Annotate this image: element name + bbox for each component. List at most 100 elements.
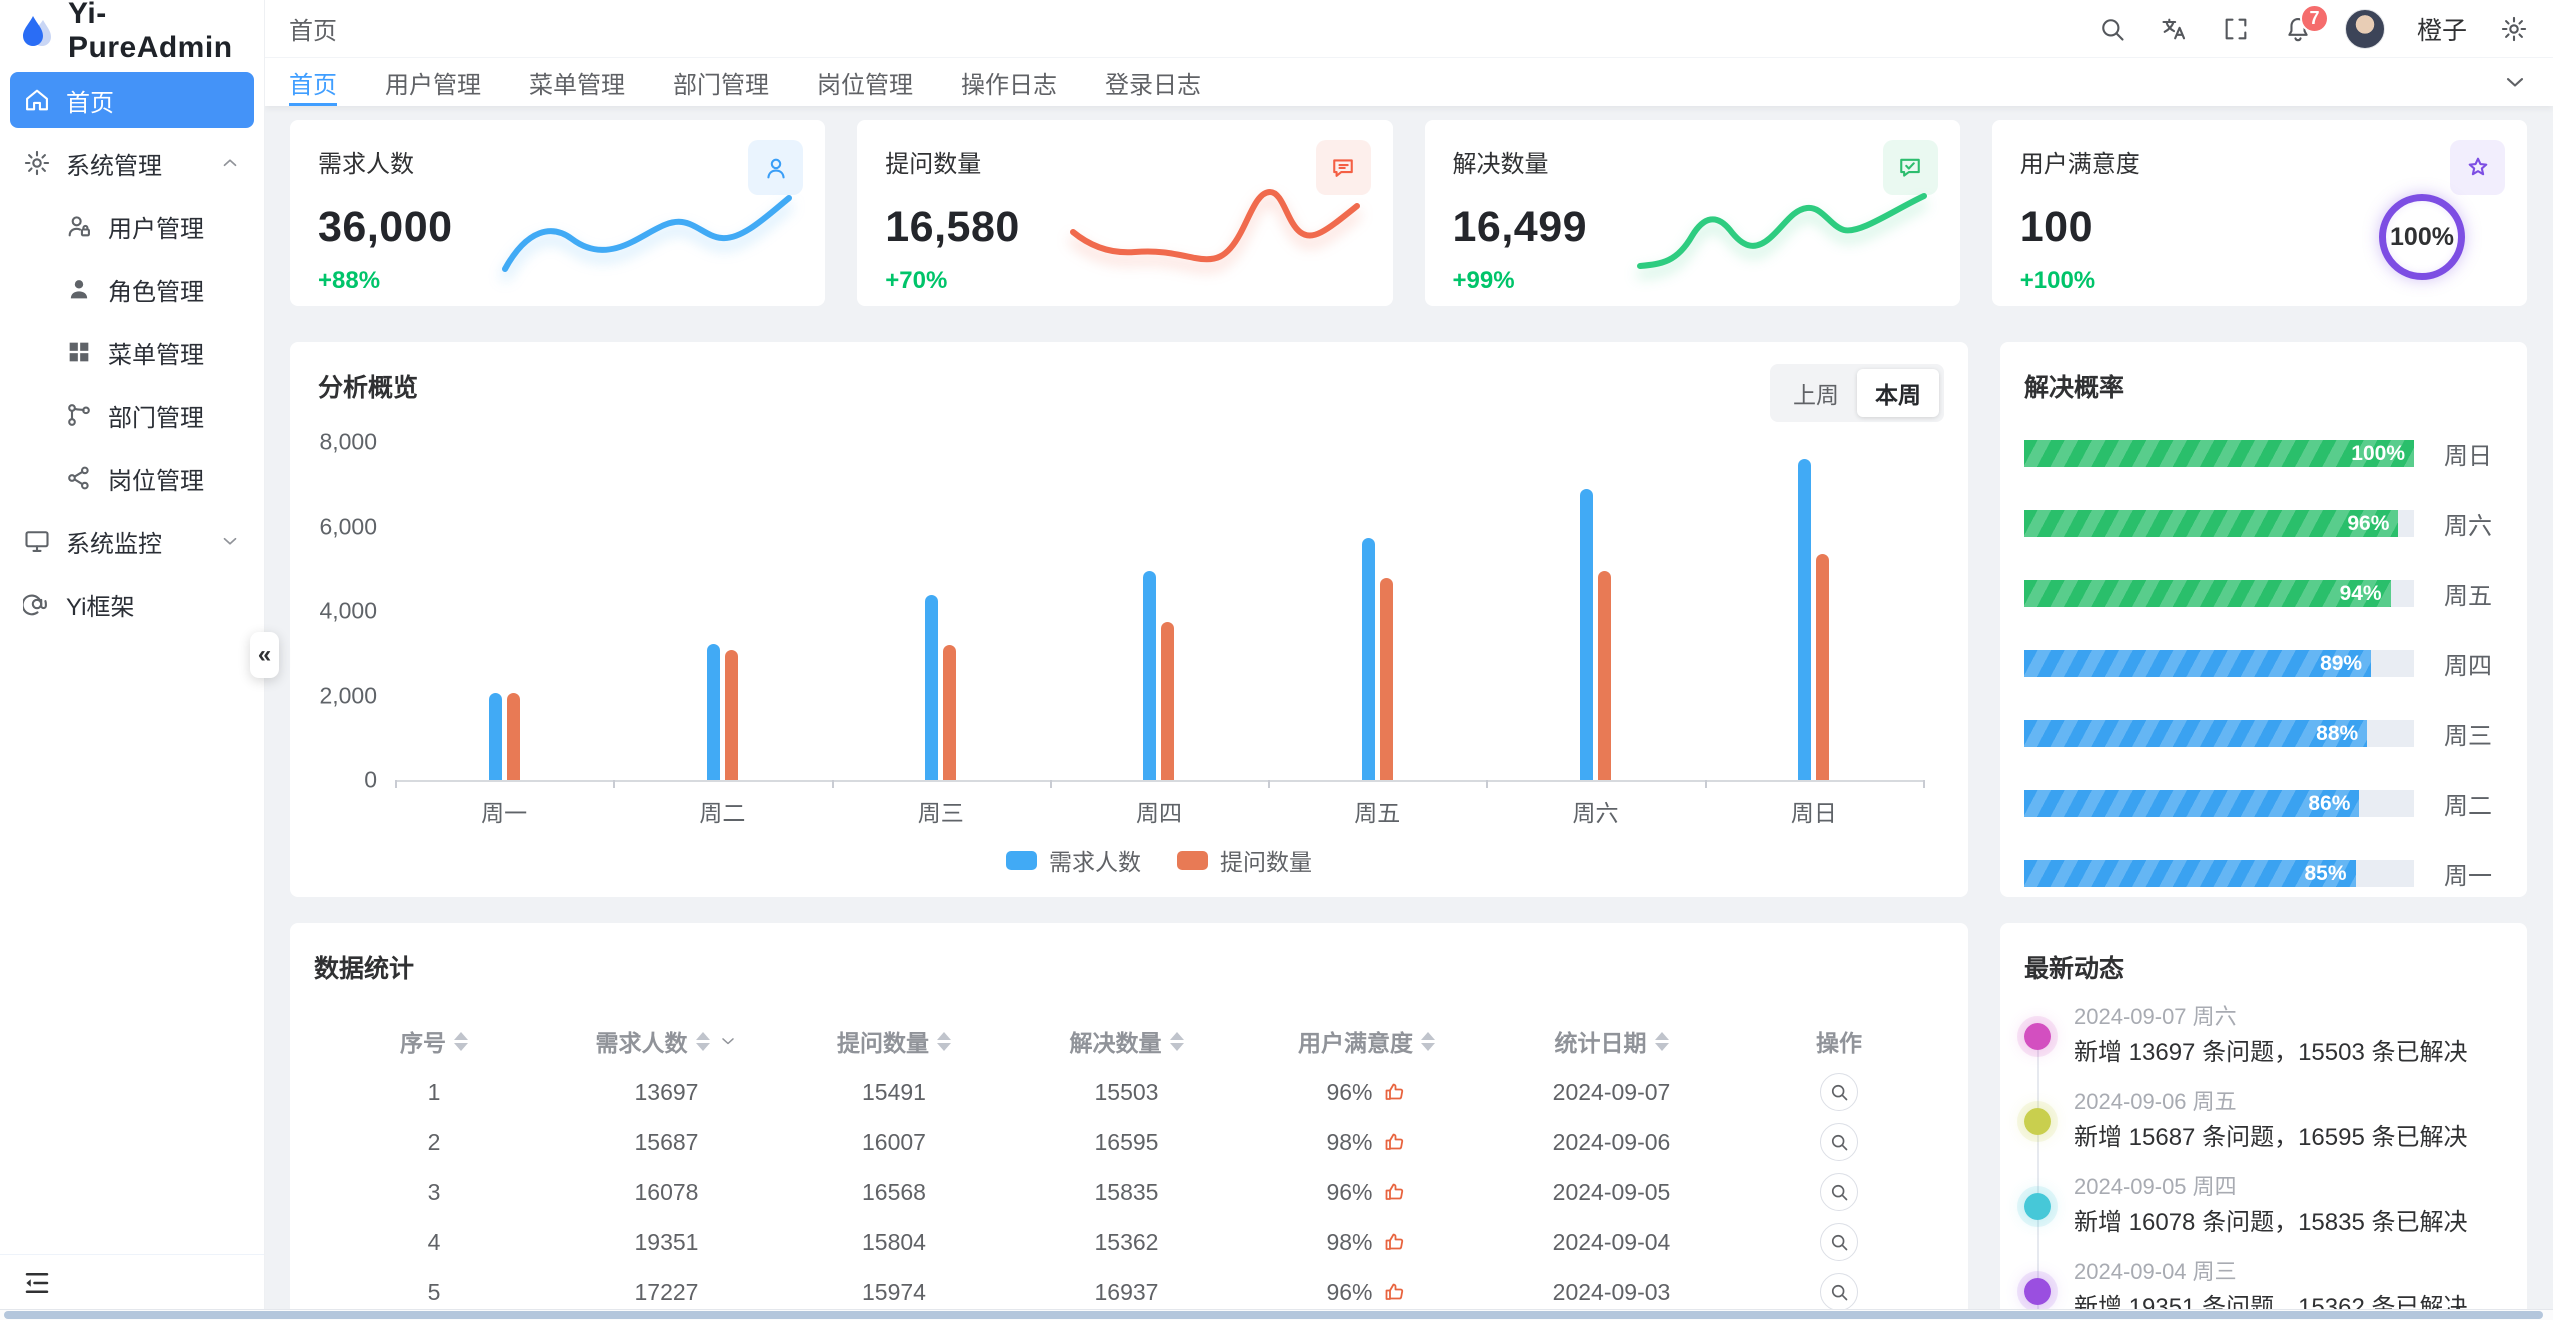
cell-date: 2024-09-07 xyxy=(1552,1078,1671,1105)
sidebar-subitem-1-2[interactable]: 菜单管理 xyxy=(10,324,254,380)
username[interactable]: 橙子 xyxy=(2416,16,2467,45)
bar-提问数量[interactable] xyxy=(1161,622,1175,780)
row-view-button[interactable] xyxy=(1820,1273,1858,1311)
row-view-button[interactable] xyxy=(1820,1173,1858,1211)
filter-chevron-down-icon[interactable] xyxy=(718,1031,738,1051)
legend-item[interactable]: 提问数量 xyxy=(1177,843,1312,877)
sidebar-subitem-1-4[interactable]: 岗位管理 xyxy=(10,450,254,506)
tab-0[interactable]: 首页 xyxy=(289,58,337,106)
bar-chart-legend: 需求人数 提问数量 xyxy=(395,843,1923,877)
column-header-2[interactable]: 提问数量 xyxy=(779,1024,1009,1058)
column-header-0[interactable]: 序号 xyxy=(314,1024,554,1058)
column-header-4[interactable]: 用户满意度 xyxy=(1244,1024,1489,1058)
sidebar-item-3[interactable]: Yi框架 xyxy=(10,576,254,632)
column-header-1[interactable]: 需求人数 xyxy=(554,1024,779,1058)
tabbar-chevron-down-icon[interactable] xyxy=(2501,58,2529,106)
bar-需求人数[interactable] xyxy=(488,693,502,780)
sidebar-collapse-button[interactable] xyxy=(0,1254,264,1310)
bar-提问数量[interactable] xyxy=(1816,553,1830,780)
bar-需求人数[interactable] xyxy=(706,643,720,780)
bar-需求人数[interactable] xyxy=(925,594,939,780)
sort-caret-icon[interactable] xyxy=(695,1031,710,1051)
bar-提问数量[interactable] xyxy=(1379,578,1393,780)
solve-rate-card: 解决概率 100% 周日 96% 周六 94% xyxy=(2000,342,2527,897)
column-label: 统计日期 xyxy=(1554,1030,1647,1056)
sidebar-item-2[interactable]: 系统监控 xyxy=(10,513,254,569)
bar-group-周三[interactable] xyxy=(832,442,1050,780)
horizontal-scrollbar[interactable] xyxy=(0,1309,2553,1320)
sidebar-item-0[interactable]: 首页 xyxy=(10,72,254,128)
bar-需求人数[interactable] xyxy=(1798,458,1812,780)
bar-group-周一[interactable] xyxy=(395,442,613,780)
progress-value: 85% xyxy=(2304,861,2347,885)
tab-3[interactable]: 部门管理 xyxy=(673,71,769,99)
legend-item[interactable]: 需求人数 xyxy=(1006,843,1141,877)
bar-需求人数[interactable] xyxy=(1580,489,1594,780)
bar-提问数量[interactable] xyxy=(506,692,520,780)
bell-icon[interactable]: 7 xyxy=(2283,3,2329,44)
search-icon[interactable] xyxy=(2097,14,2127,44)
bar-group-周六[interactable] xyxy=(1486,442,1704,780)
translate-icon[interactable] xyxy=(2159,14,2189,44)
fullscreen-icon[interactable] xyxy=(2221,14,2251,44)
table-row[interactable]: 1 13697 15491 15503 96% 2024-09-07 xyxy=(314,1067,1944,1117)
sort-caret-icon[interactable] xyxy=(454,1031,468,1051)
sidebar-subitem-1-0[interactable]: 用户管理 xyxy=(10,198,254,254)
progress-track: 100% xyxy=(2024,440,2414,467)
bar-group-周二[interactable] xyxy=(613,442,831,780)
cell-satisfaction: 98% xyxy=(1244,1129,1489,1156)
tab-6[interactable]: 登录日志 xyxy=(1105,71,1201,99)
data-stats-card: 数据统计 序号 需求人数 提问数量 解决数量 用户满意度 统 xyxy=(290,923,1968,1320)
column-header-3[interactable]: 解决数量 xyxy=(1009,1024,1244,1058)
tab-2[interactable]: 菜单管理 xyxy=(529,71,625,99)
tab-4[interactable]: 岗位管理 xyxy=(817,71,913,99)
sort-caret-icon[interactable] xyxy=(1421,1031,1435,1051)
settings-gear-icon[interactable] xyxy=(2499,14,2529,44)
row-view-button[interactable] xyxy=(1820,1123,1858,1161)
sort-caret-icon[interactable] xyxy=(1654,1031,1669,1051)
x-axis-label: 周二 xyxy=(699,800,746,826)
sidebar-item-label: 系统监控 xyxy=(66,530,162,558)
bar-提问数量[interactable] xyxy=(943,644,957,780)
logo-row[interactable]: Yi-PureAdmin xyxy=(0,0,264,64)
sidebar-subitem-1-3[interactable]: 部门管理 xyxy=(10,387,254,443)
tab-1[interactable]: 用户管理 xyxy=(385,71,481,99)
sidebar-collapse-handle[interactable]: « xyxy=(250,632,279,678)
table-row[interactable]: 5 17227 15974 16937 96% 2024-09-03 xyxy=(314,1267,1944,1317)
sparkline-chart xyxy=(1636,193,1927,269)
bar-group-周四[interactable] xyxy=(1050,442,1268,780)
bar-提问数量[interactable] xyxy=(1598,570,1612,780)
timeline-text: 新增 13697 条问题，15503 条已解决 xyxy=(2074,1039,2468,1066)
table-row[interactable]: 4 19351 15804 15362 98% 2024-09-04 xyxy=(314,1217,1944,1267)
y-axis-label: 6,000 xyxy=(319,513,377,539)
tab-5[interactable]: 操作日志 xyxy=(961,71,1057,99)
sidebar-item-1[interactable]: 系统管理 xyxy=(10,135,254,191)
horizontal-scrollbar-thumb[interactable] xyxy=(4,1311,2543,1319)
row-view-button[interactable] xyxy=(1820,1073,1858,1111)
avatar[interactable] xyxy=(2344,8,2385,49)
stat-card-trend: +99% xyxy=(1452,267,1515,294)
progress-track: 86% xyxy=(2024,790,2414,817)
column-header-5[interactable]: 统计日期 xyxy=(1489,1024,1734,1058)
bar-group-周五[interactable] xyxy=(1268,442,1486,780)
cell-asked: 15804 xyxy=(862,1228,926,1255)
cell-solved: 15503 xyxy=(1094,1078,1159,1105)
sort-caret-icon[interactable] xyxy=(937,1031,951,1051)
cell-asked: 16568 xyxy=(862,1178,926,1205)
bar-需求人数[interactable] xyxy=(1143,570,1157,780)
progress-track: 89% xyxy=(2024,650,2414,677)
chat-icon xyxy=(1315,140,1371,195)
sparkline-chart xyxy=(1069,188,1360,263)
bar-提问数量[interactable] xyxy=(724,649,738,780)
sidebar-subitem-1-1[interactable]: 角色管理 xyxy=(10,261,254,317)
bar-需求人数[interactable] xyxy=(1361,538,1375,780)
table-row[interactable]: 3 16078 16568 15835 96% 2024-09-05 xyxy=(314,1167,1944,1217)
column-label: 解决数量 xyxy=(1069,1030,1162,1056)
sidebar-subitem-label: 岗位管理 xyxy=(108,467,204,495)
row-view-button[interactable] xyxy=(1820,1223,1858,1261)
sort-caret-icon[interactable] xyxy=(1169,1031,1184,1051)
bar-group-周日[interactable] xyxy=(1705,442,1923,780)
table-row[interactable]: 2 15687 16007 16595 98% 2024-09-06 xyxy=(314,1117,1944,1167)
toggle-上周[interactable]: 上周 xyxy=(1793,382,1839,408)
toggle-本周[interactable]: 本周 xyxy=(1857,369,1939,417)
